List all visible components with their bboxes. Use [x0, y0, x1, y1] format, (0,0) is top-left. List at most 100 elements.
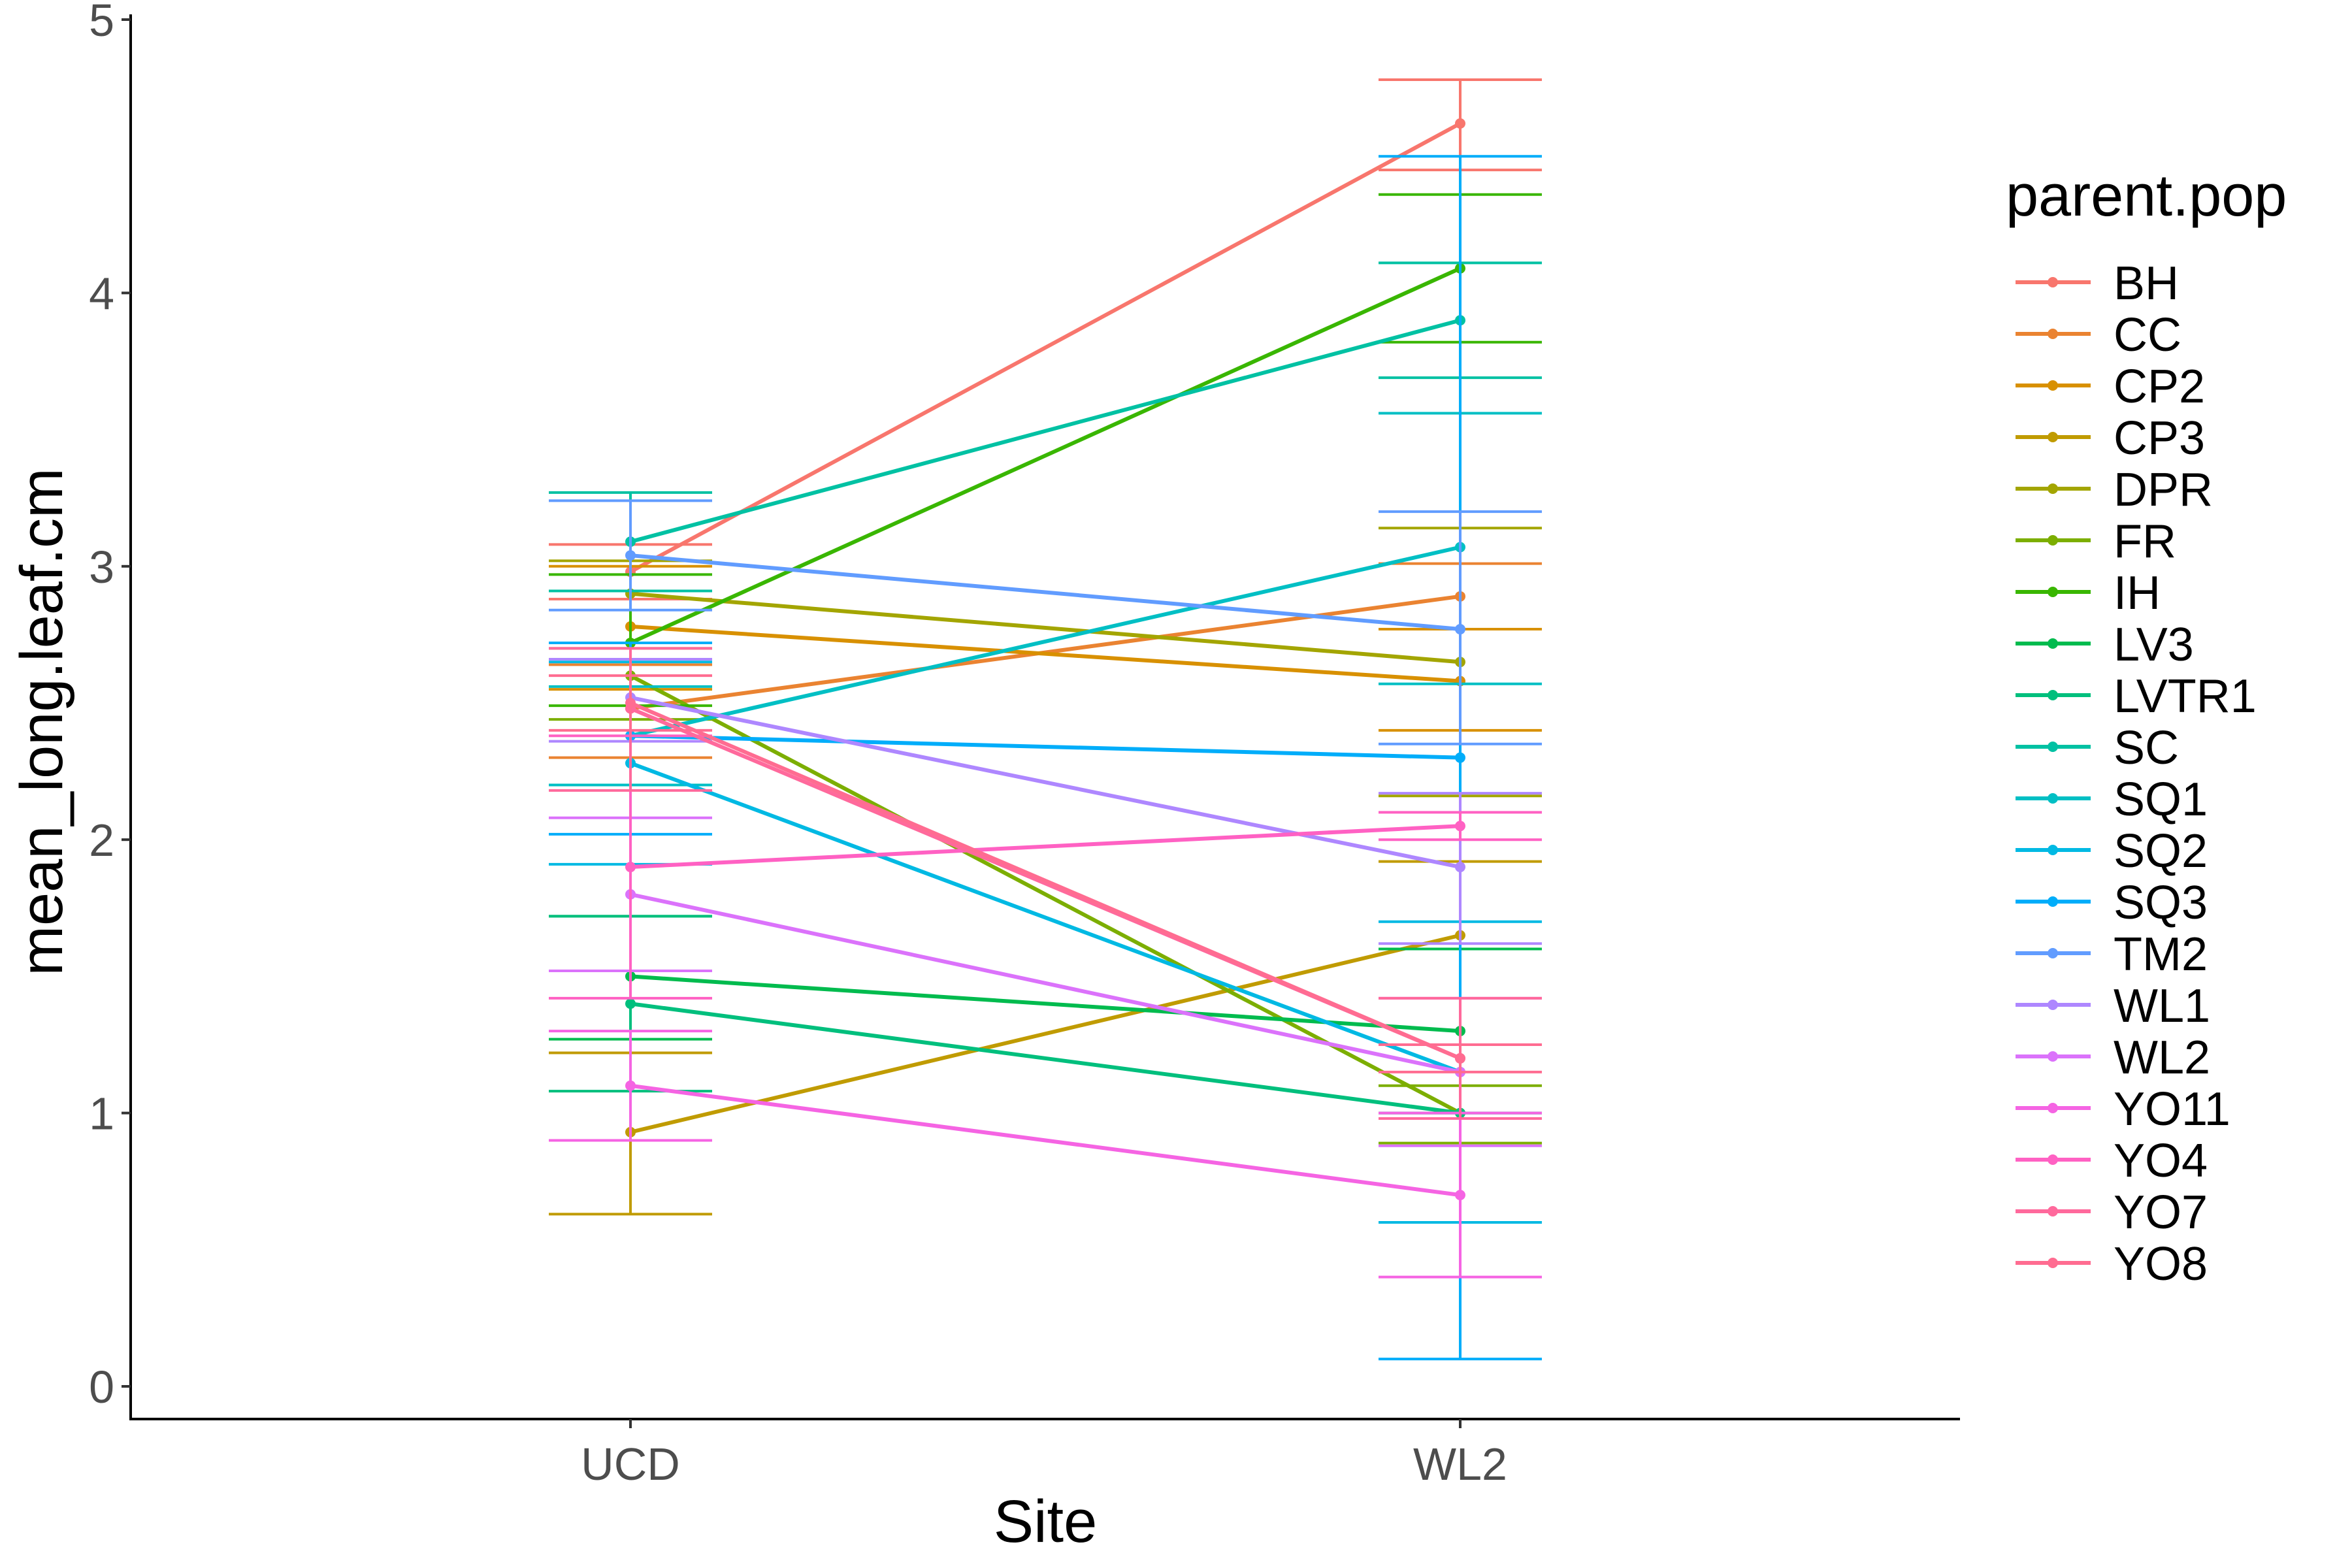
legend-label: CP2: [2114, 361, 2205, 413]
legend-key-point: [2048, 1000, 2058, 1010]
legend-item-wl2: WL2: [2016, 1032, 2210, 1084]
x-tick-label: UCD: [581, 1439, 680, 1490]
legend-title: parent.pop: [2006, 163, 2287, 229]
data-point: [1455, 118, 1465, 129]
legend-label: WL2: [2114, 1032, 2210, 1084]
legend-key-point: [2048, 1206, 2058, 1217]
series-line: [630, 892, 1461, 1074]
legend-item-cc: CC: [2016, 309, 2181, 361]
legend-label: TM2: [2114, 928, 2208, 981]
series-line: [629, 674, 1462, 1115]
legend-item-lvtr1: LVTR1: [2016, 670, 2257, 723]
legend-item-yo4: YO4: [2016, 1135, 2208, 1187]
legend-label: IH: [2114, 567, 2161, 619]
y-tick-label: 2: [89, 815, 114, 866]
series-yo4: [549, 734, 1542, 1000]
x-axis-title: Site: [994, 1488, 1098, 1555]
legend-key-point: [2048, 1258, 2058, 1268]
series-line: [629, 701, 1462, 1060]
legend-label: WL1: [2114, 980, 2210, 1032]
y-tick-label: 3: [89, 542, 114, 593]
data-point: [625, 862, 636, 873]
data-point: [625, 698, 636, 708]
series-line: [630, 545, 1461, 738]
legend-item-sq1: SQ1: [2016, 774, 2208, 826]
legend-item-sc: SC: [2016, 722, 2179, 774]
legend-item-cp3: CP3: [2016, 412, 2205, 465]
legend-item-yo7: YO7: [2016, 1186, 2208, 1239]
legend-label: SQ2: [2114, 825, 2208, 877]
legend-item-dpr: DPR: [2016, 464, 2213, 516]
data-point: [625, 1080, 636, 1091]
legend-key-point: [2048, 587, 2058, 597]
legend-key-point: [2048, 380, 2058, 391]
series-line: [630, 1083, 1461, 1198]
series-line: [630, 933, 1461, 1134]
y-tick-label: 0: [89, 1362, 114, 1413]
legend-item-yo11: YO11: [2016, 1083, 2230, 1135]
legend-item-fr: FR: [2016, 515, 2176, 568]
series-line: [630, 695, 1461, 869]
legend-label: CP3: [2114, 412, 2205, 465]
legend-item-cp2: CP2: [2016, 361, 2205, 413]
legend: parent.pop BHCCCP2CP3DPRFRIHLV3LVTR1SCSQ…: [2006, 163, 2287, 1290]
series-line: [630, 1002, 1461, 1115]
legend-key-point: [2048, 483, 2058, 494]
legend-label: FR: [2114, 515, 2176, 568]
legend-key-point: [2048, 896, 2058, 907]
legend-label: CC: [2114, 309, 2181, 361]
y-ticks: 0 1 2 3 4 5: [89, 0, 131, 1413]
series-line: [630, 624, 1461, 683]
legend-item-wl1: WL1: [2016, 980, 2210, 1032]
legend-item-sq2: SQ2: [2016, 825, 2208, 877]
series-lv3: [549, 915, 1542, 1041]
legend-label: LVTR1: [2114, 670, 2257, 723]
series-line: [630, 591, 1461, 664]
series-line: [629, 761, 1462, 1074]
series-line: [629, 122, 1462, 574]
legend-key-point: [2048, 432, 2058, 442]
legend-label: YO7: [2114, 1186, 2208, 1239]
legend-key-point: [2048, 329, 2058, 339]
data-point: [1455, 1053, 1465, 1064]
data-point: [1455, 752, 1465, 763]
plot-area: [549, 78, 1542, 1361]
legend-item-yo8: YO8: [2016, 1238, 2208, 1290]
x-ticks: UCD WL2: [581, 1419, 1507, 1490]
legend-label: SQ3: [2114, 877, 2208, 929]
legend-key-point: [2048, 1154, 2058, 1165]
axes: [129, 14, 1960, 1420]
legend-label: LV3: [2114, 619, 2194, 671]
legend-label: DPR: [2114, 464, 2213, 516]
legend-key-point: [2048, 638, 2058, 649]
x-tick-label: WL2: [1413, 1439, 1507, 1490]
legend-item-sq3: SQ3: [2016, 877, 2208, 929]
series-fr: [549, 641, 1542, 1145]
legend-key-point: [2048, 277, 2058, 287]
legend-key-point: [2048, 742, 2058, 752]
legend-key-point: [2048, 1051, 2058, 1062]
data-point: [1455, 862, 1465, 873]
legend-label: YO8: [2114, 1238, 2208, 1290]
legend-label: BH: [2114, 257, 2179, 310]
legend-key-point: [2048, 690, 2058, 700]
y-tick-label: 5: [89, 0, 114, 46]
legend-key-point: [2048, 845, 2058, 855]
data-point: [1455, 821, 1465, 832]
legend-label: YO4: [2114, 1135, 2208, 1187]
legend-key-point: [2048, 948, 2058, 958]
legend-key-point: [2048, 1103, 2058, 1113]
data-point: [1455, 624, 1465, 635]
series-line: [630, 318, 1461, 544]
legend-label: SQ1: [2114, 774, 2208, 826]
series-sc: [549, 261, 1542, 593]
series-line: [630, 734, 1461, 760]
series-line: [629, 267, 1462, 645]
series-line: [630, 553, 1461, 632]
legend-item-tm2: TM2: [2016, 928, 2208, 981]
series-yo11: [549, 1030, 1542, 1279]
y-tick-label: 4: [89, 268, 114, 319]
legend-item-bh: BH: [2016, 257, 2179, 310]
series-line: [630, 824, 1461, 870]
